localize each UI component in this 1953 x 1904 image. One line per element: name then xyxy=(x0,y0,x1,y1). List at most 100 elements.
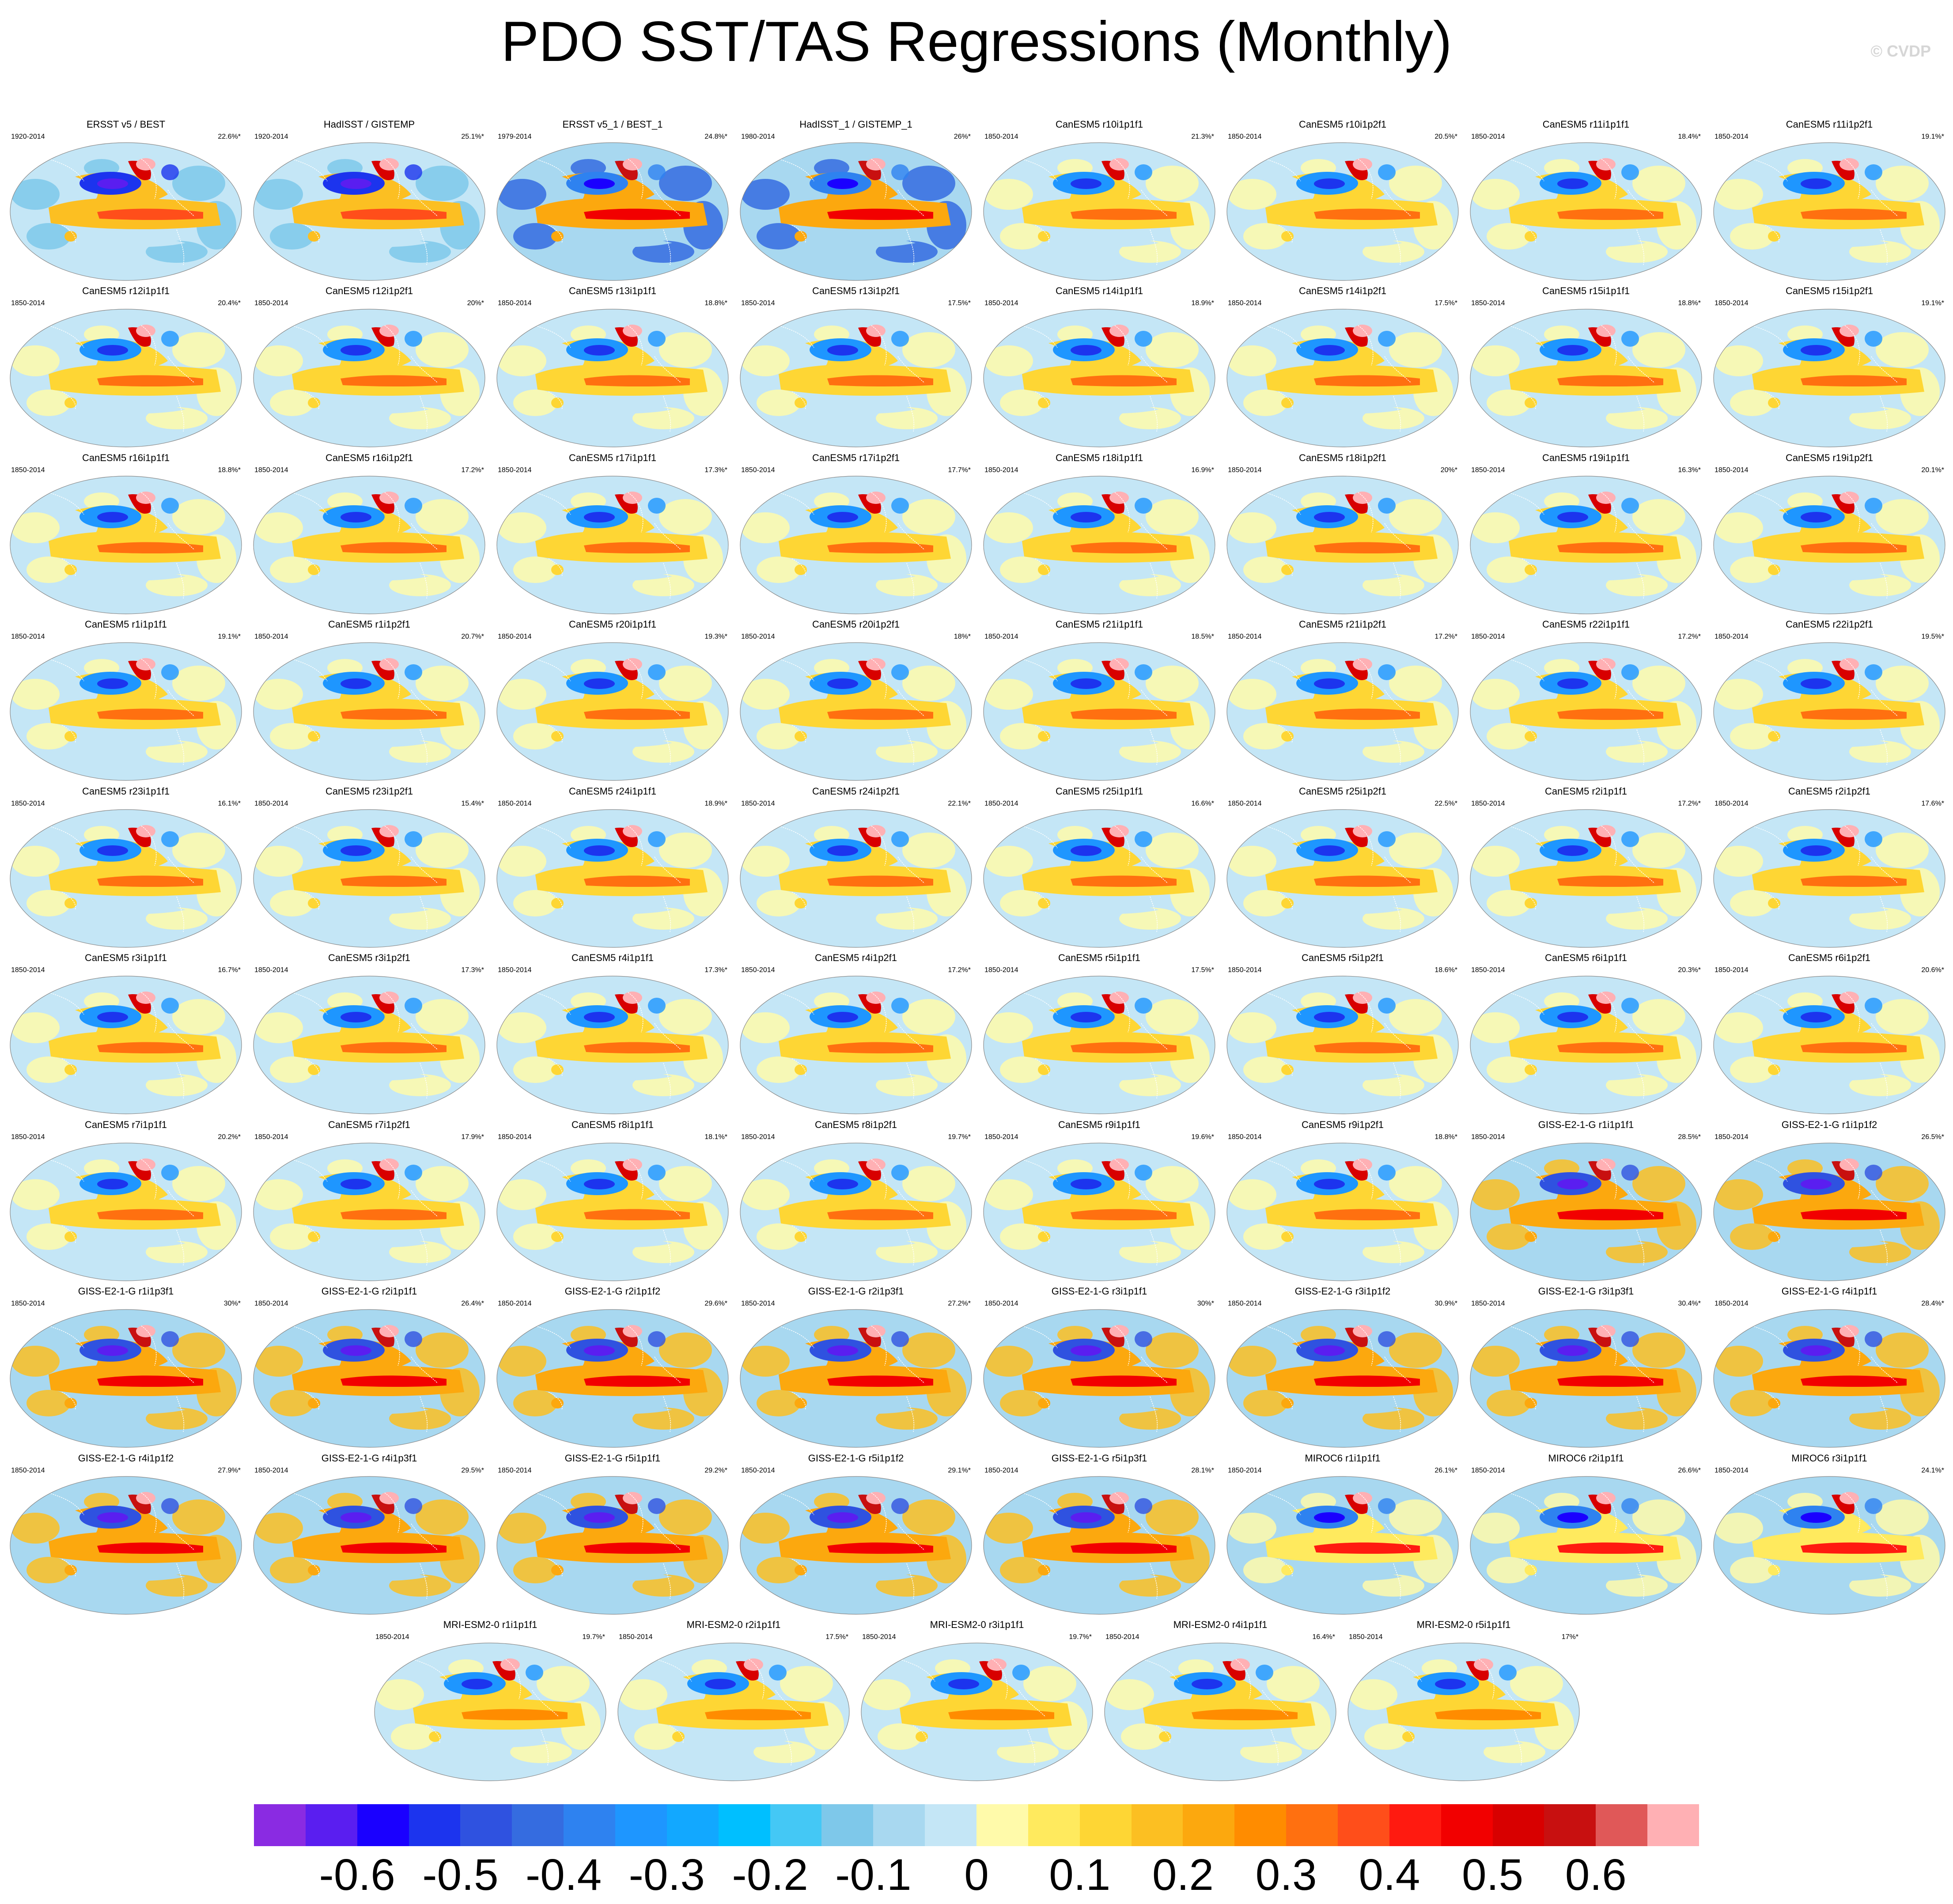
regression-field xyxy=(740,1310,972,1447)
south-band xyxy=(318,732,429,747)
south-band xyxy=(75,732,185,747)
anomaly-patch xyxy=(1471,846,1520,877)
anomaly-patch xyxy=(1487,1056,1531,1083)
regression-field xyxy=(1227,1476,1458,1614)
coastline xyxy=(548,1559,563,1577)
coastline xyxy=(1150,729,1158,765)
warm-core xyxy=(1071,708,1177,720)
panel-variance-percent: 17.3%* xyxy=(704,466,727,474)
colorbar-swatch xyxy=(821,1804,874,1846)
coastline xyxy=(1278,225,1293,243)
panel-variance-percent: 16.7%* xyxy=(218,966,241,974)
south-band xyxy=(1535,232,1646,247)
arctic-warm xyxy=(623,492,642,504)
map-outline xyxy=(740,142,972,281)
regression-field xyxy=(618,1643,849,1781)
regression-map xyxy=(253,309,485,447)
warm-core xyxy=(462,1709,568,1721)
coastline xyxy=(1752,159,1788,182)
panel-years: 1850-2014 xyxy=(1105,1633,1139,1641)
map-outline xyxy=(1470,976,1702,1114)
anomaly-patch xyxy=(1243,223,1287,250)
coastline xyxy=(141,1159,157,1200)
watermark: © CVDP xyxy=(1870,42,1931,60)
atlantic-cold xyxy=(1621,998,1639,1014)
atlantic-cold xyxy=(1378,831,1396,847)
coastline xyxy=(1150,1063,1158,1099)
anomaly-patch xyxy=(1715,345,1763,376)
map-panel: CanESM5 r8i1p1f1 1850-2014 18.1%* xyxy=(491,1119,734,1286)
south-band xyxy=(75,566,185,581)
anomaly-patch xyxy=(416,499,469,534)
anomaly-patch xyxy=(1146,999,1199,1034)
regression-field xyxy=(1227,643,1458,780)
arctic-warm xyxy=(1353,825,1372,837)
anomaly-patch xyxy=(876,1241,938,1263)
anomaly-patch xyxy=(11,1012,60,1043)
panel-variance-percent: 16.6%* xyxy=(1191,800,1214,807)
map-panel: GISS-E2-1-G r4i1p1f2 1850-2014 27.9%* xyxy=(4,1452,247,1619)
arctic-warm xyxy=(623,158,642,170)
coastline xyxy=(1384,1190,1412,1217)
map-outline xyxy=(1713,309,1945,447)
coastline xyxy=(1265,492,1301,515)
coastline xyxy=(1871,856,1898,884)
map-panel: CanESM5 r16i1p1f1 1850-2014 18.8%* xyxy=(4,452,247,619)
regression-map xyxy=(374,1643,606,1781)
coastline xyxy=(897,1523,925,1551)
panel-years: 1850-2014 xyxy=(498,800,532,807)
coastline xyxy=(61,225,76,243)
colorbar-tick-label: 0.6 xyxy=(1565,1850,1627,1900)
panel-variance-percent: 20.6%* xyxy=(1921,966,1944,974)
australia-warm xyxy=(1038,1565,1050,1575)
coastline xyxy=(1114,1159,1130,1200)
coastline xyxy=(48,492,84,515)
arctic-warm xyxy=(1109,325,1129,337)
coastline xyxy=(1150,229,1158,265)
panel-title: CanESM5 r5i1p2f1 xyxy=(1302,952,1384,963)
coastline xyxy=(1384,689,1412,717)
regression-map xyxy=(1226,809,1459,948)
anomaly-patch xyxy=(389,574,451,596)
panel-years: 1850-2014 xyxy=(1715,1300,1749,1307)
cold-core xyxy=(341,678,371,689)
coastline xyxy=(420,396,428,432)
map-panel: MRI-ESM2-0 r3i1p1f1 1850-2014 19.7%* xyxy=(855,1619,1098,1786)
regression-field xyxy=(1714,1143,1945,1281)
coastline xyxy=(1880,1396,1888,1432)
coastline xyxy=(1601,992,1617,1033)
australia-warm xyxy=(1038,1231,1050,1242)
coastline xyxy=(1141,1356,1168,1384)
figure-title: PDO SST/TAS Regressions (Monthly) xyxy=(501,10,1452,73)
coastline xyxy=(778,1492,814,1515)
map-panel: CanESM5 r2i1p2f1 1850-2014 17.6%* xyxy=(1708,785,1951,952)
coastline xyxy=(1114,1492,1130,1533)
atlantic-cold xyxy=(891,998,909,1014)
panel-years: 1850-2014 xyxy=(11,966,45,974)
anomaly-patch xyxy=(780,1666,833,1701)
cold-core xyxy=(1071,1345,1101,1356)
coastline xyxy=(1393,396,1401,432)
colorbar-swatch xyxy=(1183,1804,1235,1846)
colorbar-swatch xyxy=(1596,1804,1648,1846)
anomaly-patch xyxy=(1632,1332,1685,1368)
atlantic-cold xyxy=(648,331,666,347)
anomaly-patch xyxy=(619,1679,667,1710)
south-band xyxy=(1048,399,1159,414)
atlantic-cold xyxy=(891,1165,909,1181)
coastline xyxy=(1522,558,1536,577)
panel-title: CanESM5 r5i1p1f1 xyxy=(1058,952,1140,963)
anomaly-patch xyxy=(146,1575,208,1597)
panel-years: 1850-2014 xyxy=(1471,1133,1505,1141)
anomaly-patch xyxy=(984,846,1033,877)
panel-years: 1850-2014 xyxy=(1228,299,1262,307)
anomaly-patch xyxy=(1849,741,1911,763)
warm-core xyxy=(1801,1542,1907,1554)
south-band xyxy=(1048,732,1159,747)
arctic-warm xyxy=(500,1658,520,1671)
warm-core xyxy=(584,542,690,554)
anomaly-patch xyxy=(876,908,938,930)
anomaly-patch xyxy=(902,1499,955,1535)
anomaly-patch xyxy=(270,1223,314,1250)
regression-map xyxy=(253,142,485,281)
